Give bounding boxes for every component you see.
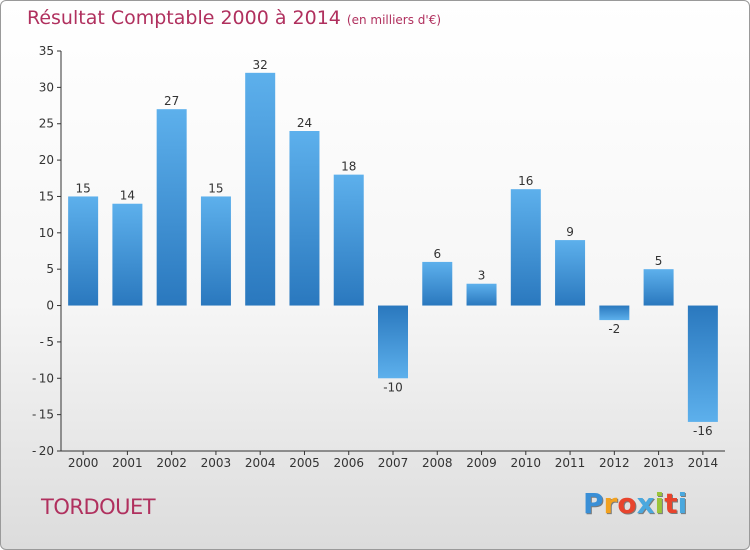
bar-value-label: 15 bbox=[75, 181, 90, 195]
y-tick-label: - 15 bbox=[32, 408, 54, 422]
x-tick-label: 2012 bbox=[599, 456, 630, 470]
x-tick-label: 2007 bbox=[378, 456, 409, 470]
y-tick-label: 30 bbox=[39, 80, 54, 94]
chart-title: Résultat Comptable 2000 à 2014 (en millie… bbox=[27, 7, 441, 29]
bar bbox=[200, 196, 231, 306]
y-tick-label: 20 bbox=[39, 153, 54, 167]
y-tick-label: - 10 bbox=[32, 371, 54, 385]
x-tick-label: 2000 bbox=[68, 456, 99, 470]
bar-value-label: 27 bbox=[164, 94, 179, 108]
x-tick-label: 2014 bbox=[688, 456, 719, 470]
bar-value-label: -10 bbox=[383, 380, 403, 394]
bar bbox=[555, 240, 586, 306]
x-tick-label: 2010 bbox=[511, 456, 542, 470]
logo-letter: x bbox=[636, 487, 655, 520]
bar bbox=[378, 305, 408, 379]
bar bbox=[643, 269, 674, 306]
bar-value-label: -2 bbox=[608, 322, 620, 336]
bar-value-label: -16 bbox=[693, 424, 713, 438]
bar bbox=[422, 261, 453, 306]
x-tick-label: 2001 bbox=[112, 456, 143, 470]
logo-letter: r bbox=[603, 487, 618, 520]
y-tick-label: 15 bbox=[39, 189, 54, 203]
bar-value-label: 3 bbox=[478, 269, 486, 283]
logo-letter: i bbox=[654, 487, 665, 520]
bar bbox=[289, 131, 320, 306]
bar-value-label: 24 bbox=[297, 116, 312, 130]
x-tick-label: 2013 bbox=[643, 456, 674, 470]
logo-letter: i bbox=[677, 487, 688, 520]
bar-value-label: 14 bbox=[120, 189, 135, 203]
bar bbox=[687, 305, 718, 422]
bar bbox=[599, 305, 630, 321]
proxiti-logo[interactable]: Proxiti bbox=[583, 487, 687, 520]
chart-subtitle: (en milliers d'€) bbox=[346, 13, 442, 27]
bar bbox=[68, 196, 99, 306]
bar-value-label: 6 bbox=[433, 247, 441, 261]
bar bbox=[466, 283, 497, 306]
bar bbox=[112, 203, 143, 306]
x-tick-label: 2005 bbox=[289, 456, 320, 470]
logo-letter: o bbox=[617, 487, 637, 520]
bar bbox=[333, 174, 364, 306]
x-tick-label: 2011 bbox=[555, 456, 586, 470]
chart-title-text: Résultat Comptable 2000 à 2014 bbox=[27, 7, 341, 29]
logo-letter: t bbox=[664, 487, 678, 520]
bar bbox=[510, 189, 541, 306]
bars bbox=[68, 72, 718, 422]
labels: 15 14 27 15 32 24 18 -10 6 3 16 9 -2 5 -16 bbox=[75, 58, 712, 438]
y-tick-label: 35 bbox=[39, 44, 54, 58]
logo-letter: P bbox=[583, 487, 604, 520]
bar-value-label: 9 bbox=[566, 225, 574, 239]
bar-value-label: 18 bbox=[341, 160, 356, 174]
x-tick-label: 2004 bbox=[245, 456, 276, 470]
y-tick-label: 25 bbox=[39, 117, 54, 131]
y-tick-label: 5 bbox=[46, 262, 54, 276]
bar-value-label: 5 bbox=[655, 254, 663, 268]
x-tick-label: 2003 bbox=[201, 456, 232, 470]
bar-value-label: 16 bbox=[518, 174, 533, 188]
bar-value-label: 32 bbox=[253, 58, 268, 72]
bar bbox=[156, 109, 187, 306]
x-tick-label: 2002 bbox=[156, 456, 187, 470]
bar-value-label: 15 bbox=[208, 181, 223, 195]
y-tick-label: 0 bbox=[46, 299, 54, 313]
x-tick-label: 2009 bbox=[466, 456, 497, 470]
y-tick-label: 10 bbox=[39, 226, 54, 240]
y-tick-label: - 5 bbox=[40, 335, 54, 349]
x-tick-label: 2006 bbox=[333, 456, 364, 470]
commune-name: TORDOUET bbox=[41, 495, 156, 519]
x-tick-label: 2008 bbox=[422, 456, 453, 470]
y-tick-label: - 20 bbox=[32, 444, 54, 458]
bar bbox=[245, 72, 276, 306]
